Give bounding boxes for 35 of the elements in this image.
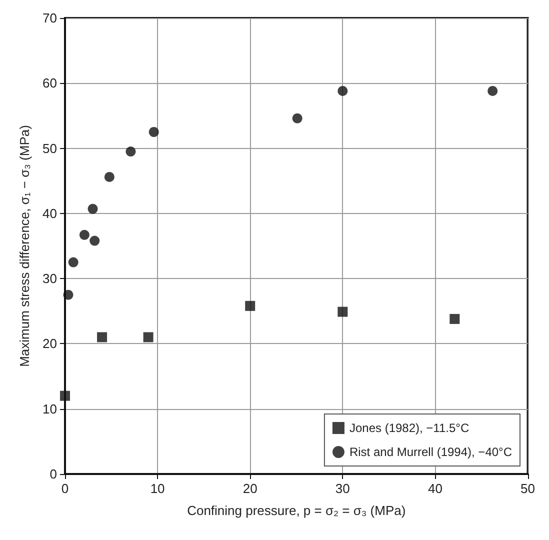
point	[292, 113, 302, 124]
point	[79, 230, 90, 240]
legend-label: Jones (1982), −11.5°C	[349, 421, 470, 435]
point	[63, 290, 74, 300]
point	[338, 86, 348, 96]
y-tick-label: 10	[42, 401, 57, 416]
point	[245, 300, 256, 311]
point	[68, 257, 78, 268]
y-tick-label: 40	[42, 206, 57, 221]
point	[90, 236, 100, 246]
legend-label: Rist and Murrell (1994), −40°C	[349, 445, 512, 459]
point	[338, 306, 348, 317]
y-tick-label: 50	[42, 140, 57, 156]
y-tick-label: 60	[42, 76, 57, 91]
point	[88, 204, 98, 214]
y-tick-label: 70	[42, 10, 57, 26]
y-tick-label: 0	[50, 466, 57, 482]
point	[97, 332, 108, 342]
point	[143, 332, 154, 342]
y-axis-title: Maximum stress difference, σ₁ − σ₃ (MPa)	[17, 125, 32, 367]
x-tick-label: 10	[150, 481, 165, 496]
x-tick-label: 50	[520, 481, 536, 496]
point	[148, 127, 159, 137]
x-tick-label: 20	[242, 481, 258, 496]
x-tick-label: 40	[428, 481, 442, 496]
y-tick-label: 20	[42, 336, 57, 352]
x-tick-label: 30	[335, 481, 350, 496]
x-axis-title: Confining pressure, p = σ₂ = σ₃ (MPa)	[187, 503, 406, 518]
point	[488, 86, 498, 96]
point	[450, 314, 460, 324]
point	[60, 390, 70, 401]
point	[104, 172, 114, 182]
x-tick-label: 0	[61, 481, 69, 496]
y-tick-label: 30	[42, 271, 57, 286]
point	[126, 146, 136, 157]
